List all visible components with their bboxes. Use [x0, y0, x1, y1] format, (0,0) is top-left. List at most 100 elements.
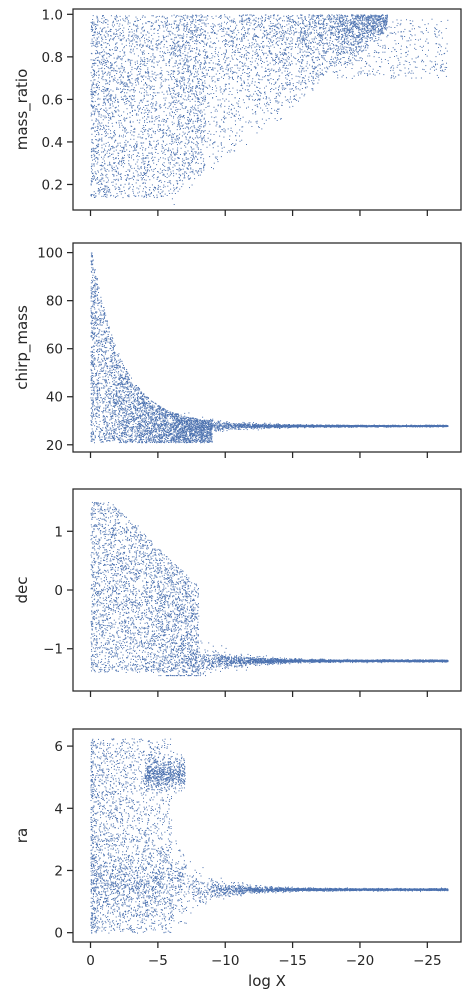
scatter-point — [194, 26, 195, 28]
scatter-point — [416, 66, 418, 68]
scatter-point — [193, 173, 195, 175]
scatter-point — [191, 93, 193, 95]
scatter-point — [133, 159, 135, 161]
scatter-point — [183, 15, 185, 17]
scatter-point — [336, 36, 338, 37]
scatter-point — [142, 26, 144, 28]
scatter-point — [241, 139, 243, 141]
scatter-point — [177, 85, 179, 87]
scatter-point — [339, 22, 341, 24]
scatter-point — [201, 71, 203, 73]
scatter-point — [299, 40, 301, 42]
scatter-point — [291, 63, 293, 65]
scatter-point — [303, 70, 305, 72]
scatter-point — [305, 34, 307, 36]
scatter-point — [300, 30, 302, 32]
scatter-point — [108, 95, 110, 97]
scatter-point — [301, 61, 303, 63]
scatter-point — [146, 172, 148, 174]
scatter-point — [187, 117, 189, 118]
scatter-point — [316, 29, 318, 31]
scatter-point — [176, 149, 178, 151]
scatter-point — [199, 42, 201, 44]
scatter-point — [223, 91, 225, 93]
scatter-point — [112, 147, 114, 149]
scatter-point — [162, 157, 164, 159]
scatter-point — [382, 17, 384, 19]
scatter-point — [352, 38, 354, 40]
scatter-point — [152, 103, 154, 105]
scatter-point — [129, 82, 131, 84]
scatter-point — [130, 63, 132, 65]
scatter-point — [173, 164, 175, 166]
scatter-point — [360, 37, 362, 39]
scatter-point — [277, 94, 279, 96]
scatter-point — [216, 156, 218, 158]
scatter-point — [147, 44, 149, 46]
scatter-point — [241, 20, 242, 22]
scatter-point — [148, 36, 150, 38]
scatter-point — [258, 78, 260, 80]
scatter-point — [194, 151, 196, 153]
scatter-point — [218, 79, 220, 81]
scatter-point — [339, 43, 341, 45]
scatter-point — [201, 62, 202, 64]
scatter-point — [164, 149, 165, 151]
scatter-point — [211, 89, 213, 90]
scatter-point — [144, 121, 145, 123]
scatter-point — [152, 174, 154, 176]
scatter-point — [105, 36, 107, 38]
scatter-point — [178, 116, 180, 118]
scatter-point — [110, 35, 112, 37]
scatter-point — [175, 153, 176, 155]
scatter-point — [349, 36, 351, 37]
scatter-point — [90, 194, 92, 195]
scatter-point — [93, 37, 95, 39]
scatter-point — [142, 36, 143, 38]
scatter-point — [247, 68, 249, 69]
scatter-point — [234, 64, 236, 66]
scatter-point — [269, 99, 271, 101]
scatter-point — [179, 18, 181, 20]
scatter-point — [355, 55, 357, 57]
scatter-point — [230, 20, 232, 22]
scatter-point — [130, 138, 132, 140]
scatter-point — [171, 87, 173, 89]
scatter-point — [191, 16, 193, 18]
scatter-point — [130, 71, 132, 73]
scatter-point — [144, 83, 146, 84]
scatter-point — [369, 30, 371, 31]
scatter-point — [170, 76, 171, 78]
scatter-point — [322, 55, 324, 57]
scatter-point — [98, 184, 100, 185]
scatter-point — [169, 163, 171, 165]
scatter-point — [318, 17, 320, 19]
scatter-point — [330, 63, 332, 65]
scatter-point — [293, 90, 295, 91]
scatter-point — [198, 23, 200, 25]
scatter-point — [274, 82, 276, 84]
scatter-point — [438, 31, 439, 33]
scatter-point — [191, 142, 193, 143]
scatter-point — [270, 69, 272, 71]
scatter-point — [182, 131, 184, 133]
scatter-point — [107, 26, 109, 28]
scatter-point — [285, 42, 287, 44]
scatter-point — [196, 115, 198, 116]
scatter-point — [145, 192, 147, 193]
scatter-point — [107, 191, 109, 193]
scatter-point — [223, 30, 225, 32]
scatter-point — [205, 86, 207, 88]
scatter-point — [179, 118, 181, 120]
scatter-point — [98, 133, 100, 135]
scatter-point — [195, 128, 197, 130]
scatter-point — [108, 116, 110, 118]
scatter-point — [136, 44, 138, 46]
scatter-point — [302, 20, 304, 22]
scatter-point — [150, 28, 152, 30]
scatter-point — [151, 134, 153, 136]
scatter-point — [228, 150, 230, 152]
scatter-point — [113, 37, 115, 39]
scatter-point — [150, 25, 152, 27]
scatter-point — [315, 22, 317, 24]
